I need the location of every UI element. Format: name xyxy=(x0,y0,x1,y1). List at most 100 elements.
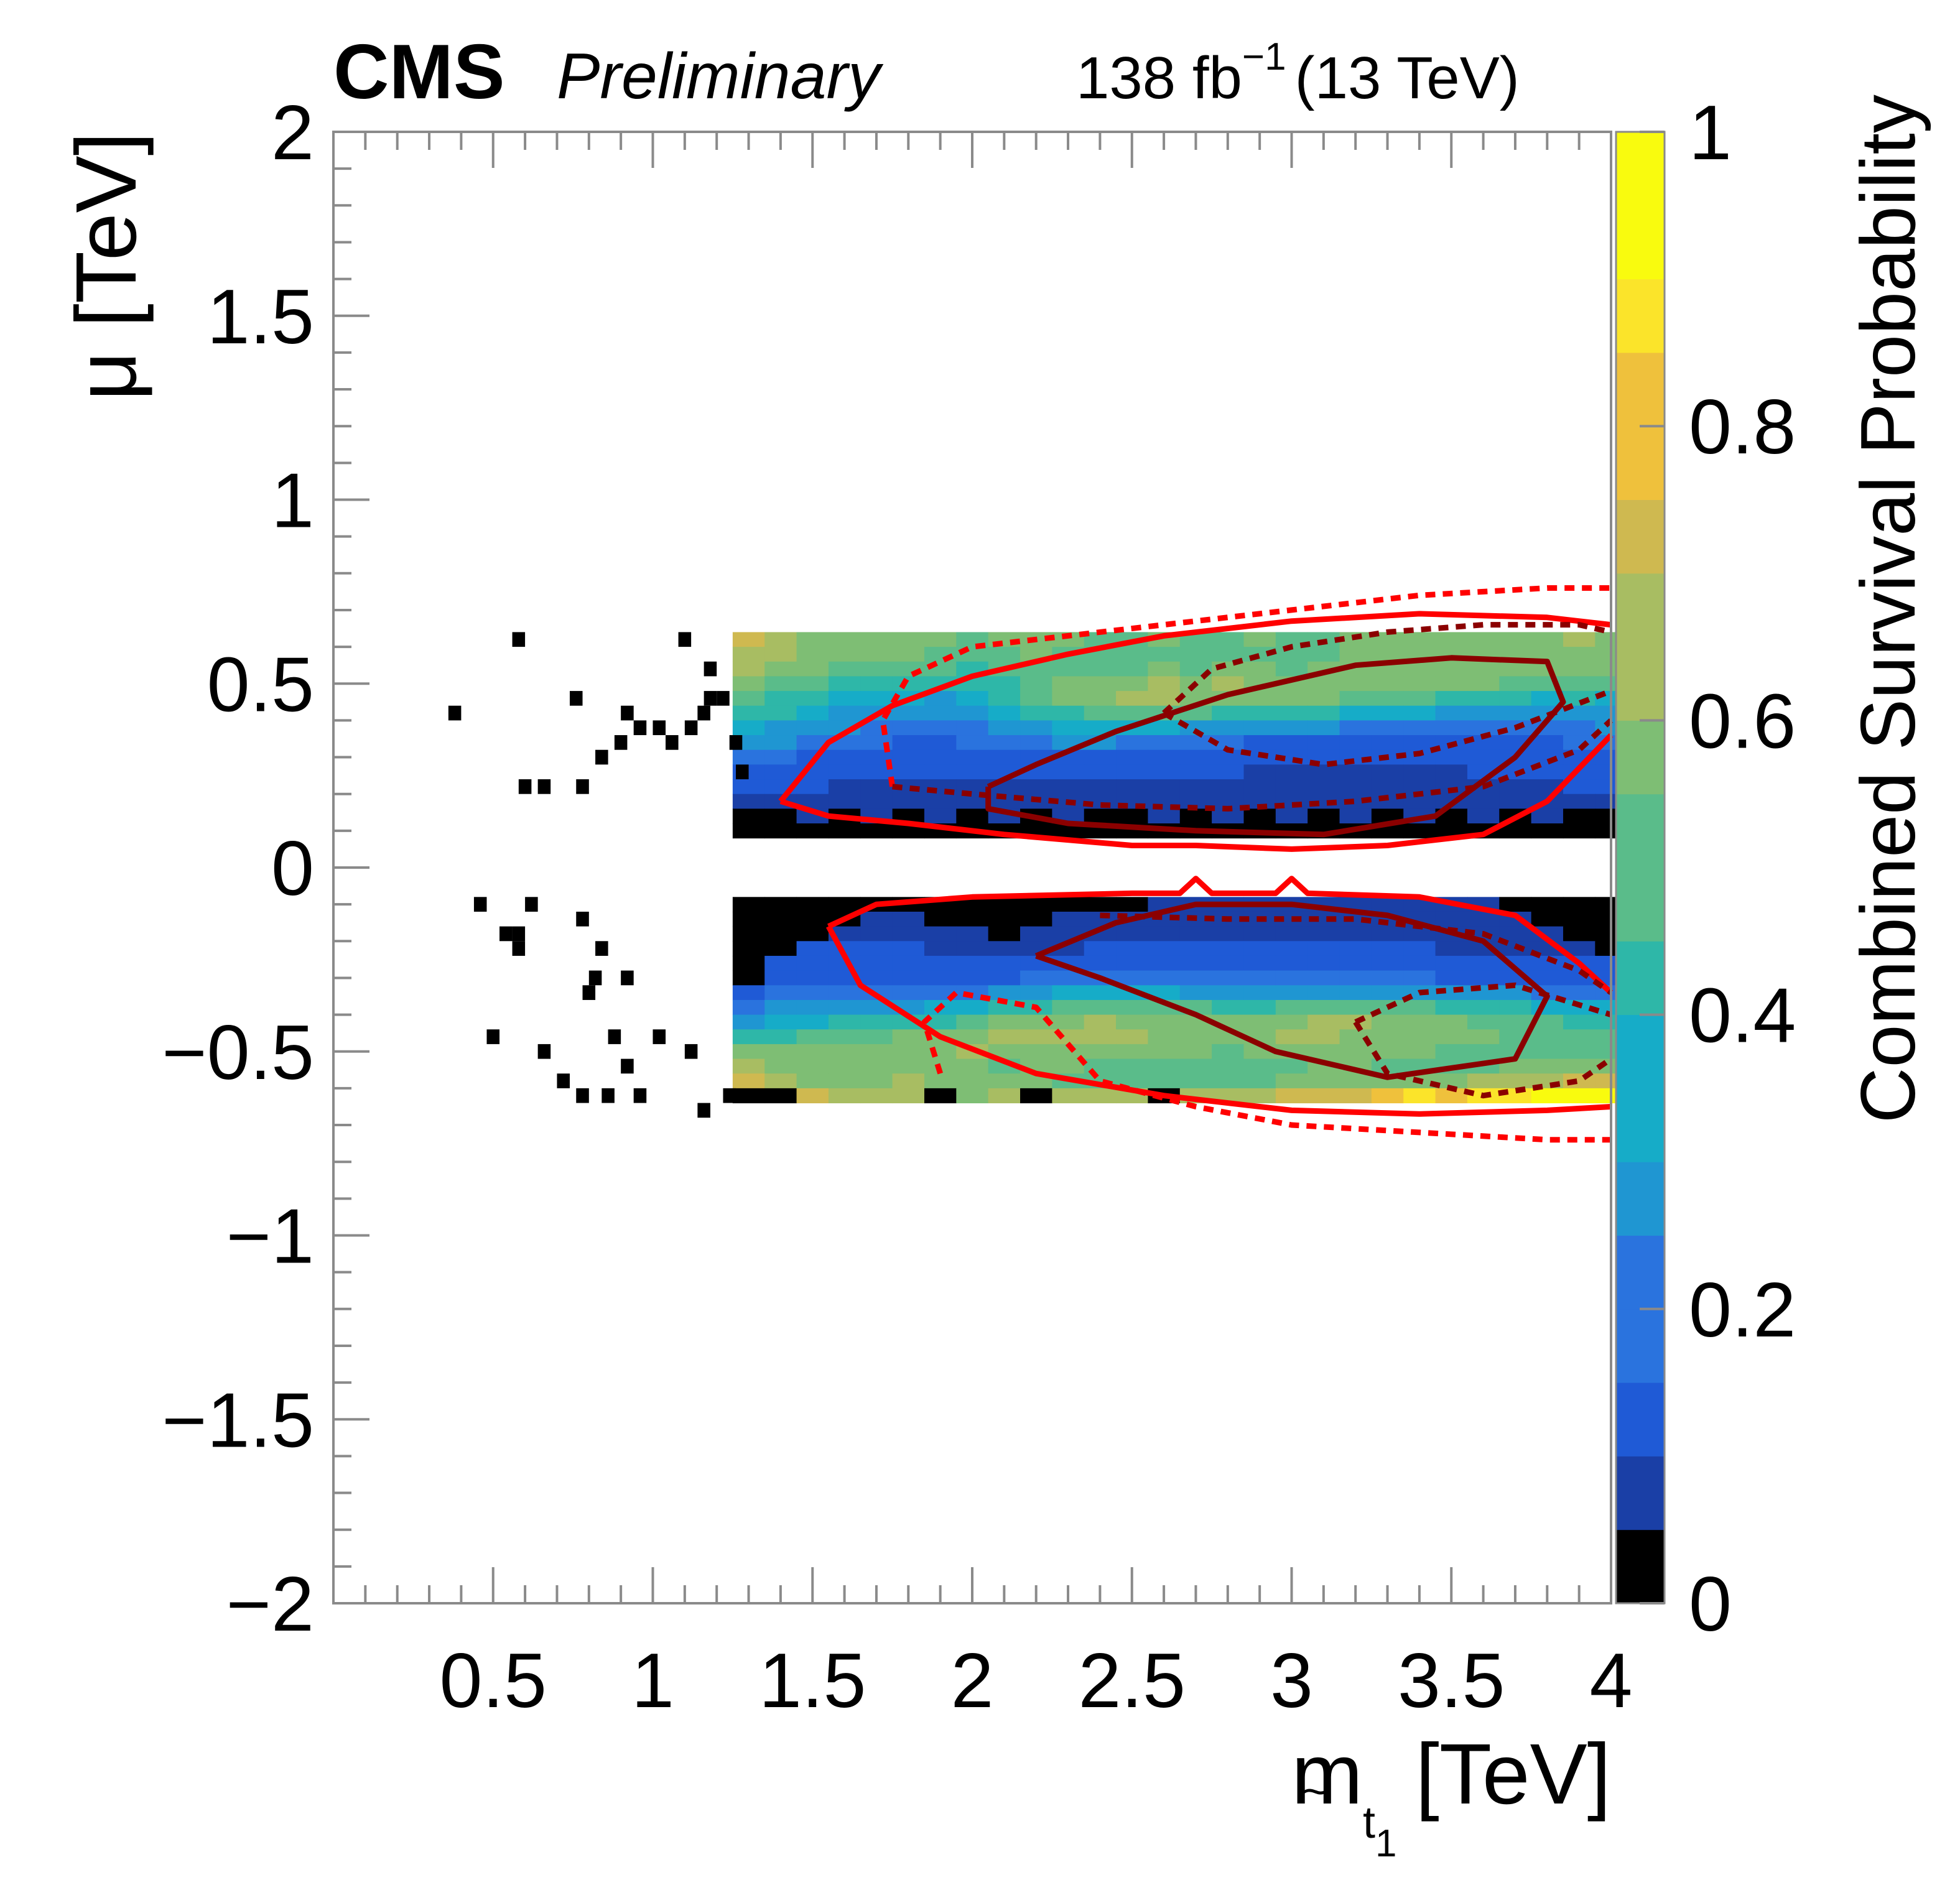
heatmap-cell xyxy=(1499,661,1532,677)
heatmap-cell xyxy=(988,705,1021,721)
heatmap-cell xyxy=(1148,676,1181,692)
heatmap-cell xyxy=(956,955,989,971)
heatmap-cell xyxy=(1307,955,1340,971)
heatmap-cell xyxy=(1531,1044,1564,1060)
heatmap-cell xyxy=(1148,955,1181,971)
heatmap-cell xyxy=(956,764,989,780)
zero-probability-cell xyxy=(736,764,749,780)
colorbar-segment xyxy=(1616,426,1665,500)
heatmap-cell xyxy=(1275,1088,1308,1104)
heatmap-cell xyxy=(732,705,765,721)
heatmap-cell xyxy=(1179,970,1212,986)
heatmap-cell xyxy=(956,999,989,1016)
heatmap-cell xyxy=(1499,691,1532,706)
heatmap-cell xyxy=(1212,999,1244,1016)
heatmap-cell xyxy=(1052,691,1085,706)
heatmap-cell xyxy=(860,691,893,706)
heatmap-cell xyxy=(1084,808,1117,824)
colorbar-segment xyxy=(1616,352,1665,427)
expected-contour xyxy=(1354,982,1612,1025)
heatmap-cell xyxy=(892,1044,925,1060)
colorbar-segment xyxy=(1616,1529,1665,1604)
x-axis-title: mt1 [TeV] xyxy=(1291,1726,1611,1865)
heatmap-cell xyxy=(764,691,797,706)
heatmap-cell xyxy=(1084,779,1117,795)
heatmap-cell xyxy=(796,823,829,839)
heatmap-cell xyxy=(1403,632,1436,647)
heatmap-cell xyxy=(860,794,893,809)
heatmap-cell xyxy=(956,749,989,765)
heatmap-cell xyxy=(988,955,1021,971)
heatmap-cell xyxy=(764,720,797,736)
heatmap-cell xyxy=(1307,705,1340,721)
zero-probability-cell xyxy=(614,735,628,750)
heatmap-cell xyxy=(1563,1088,1595,1104)
heatmap-cell xyxy=(1116,661,1148,677)
colorbar-segment xyxy=(1616,205,1665,280)
heatmap-cell xyxy=(1371,676,1404,692)
heatmap-cell xyxy=(1435,720,1468,736)
heatmap-cell xyxy=(732,999,765,1016)
colorbar-segment xyxy=(1616,573,1665,647)
heatmap-cell xyxy=(1116,647,1148,662)
heatmap-cell xyxy=(1467,911,1500,927)
heatmap-cell xyxy=(988,985,1021,1001)
heatmap-cell xyxy=(828,676,861,692)
colorbar-segment xyxy=(1616,132,1665,206)
heatmap-cell xyxy=(1563,691,1595,706)
heatmap-cell xyxy=(1084,897,1117,912)
heatmap-cell xyxy=(956,705,989,721)
heatmap-cell xyxy=(1531,911,1564,927)
colorbar-segment xyxy=(1616,1235,1665,1310)
heatmap-cell xyxy=(1116,999,1148,1016)
heatmap-cell xyxy=(732,691,765,706)
heatmap-cell xyxy=(924,970,957,986)
heatmap-cell xyxy=(1148,1058,1181,1074)
heatmap-cell xyxy=(1179,955,1212,971)
heatmap-cell xyxy=(732,823,765,839)
heatmap-cell xyxy=(1116,735,1148,751)
heatmap-cell xyxy=(1339,955,1372,971)
heatmap-cell xyxy=(1435,970,1468,986)
heatmap-cell xyxy=(860,1058,893,1074)
heatmap-cell xyxy=(1212,970,1244,986)
heatmap-cell xyxy=(1371,941,1404,956)
heatmap-cell xyxy=(860,1014,893,1030)
zero-probability-cell xyxy=(678,632,692,647)
heatmap-cell xyxy=(1371,955,1404,971)
heatmap-cell xyxy=(892,926,925,942)
heatmap-cell xyxy=(1179,647,1212,662)
heatmap-cell xyxy=(1243,735,1276,751)
heatmap-cell xyxy=(988,720,1021,736)
heatmap-cell xyxy=(732,647,765,662)
heatmap-cell xyxy=(1339,764,1372,780)
expected-contour xyxy=(921,989,1611,1143)
heatmap-cell xyxy=(1243,941,1276,956)
heatmap-cell xyxy=(732,720,765,736)
heatmap-cell xyxy=(1243,926,1276,942)
heatmap-cell xyxy=(828,779,861,795)
heatmap-cell xyxy=(1275,720,1308,736)
zero-probability-cell xyxy=(621,970,634,986)
heatmap-cell xyxy=(1243,764,1276,780)
zero-probability-cell xyxy=(473,897,487,912)
y-tick-label: −1 xyxy=(226,1194,314,1280)
zero-probability-cell xyxy=(704,661,717,677)
zero-probability-cell xyxy=(512,632,526,647)
heatmap-cell xyxy=(988,676,1021,692)
heatmap-cell xyxy=(1179,764,1212,780)
heatmap-cell xyxy=(1499,1014,1532,1030)
heatmap-cell xyxy=(1084,705,1117,721)
y-tick-label: −2 xyxy=(226,1562,314,1647)
colorbar-tick-label: 0.6 xyxy=(1689,678,1796,764)
heatmap-cell xyxy=(1403,955,1436,971)
heatmap-cell xyxy=(1467,808,1500,824)
heatmap-cell xyxy=(764,941,797,956)
heatmap-cell xyxy=(1563,808,1595,824)
heatmap-cell xyxy=(764,999,797,1016)
heatmap-cell xyxy=(924,1044,957,1060)
heatmap-cell xyxy=(924,926,957,942)
heatmap-cell xyxy=(732,970,765,986)
zero-probability-cell xyxy=(595,749,608,765)
